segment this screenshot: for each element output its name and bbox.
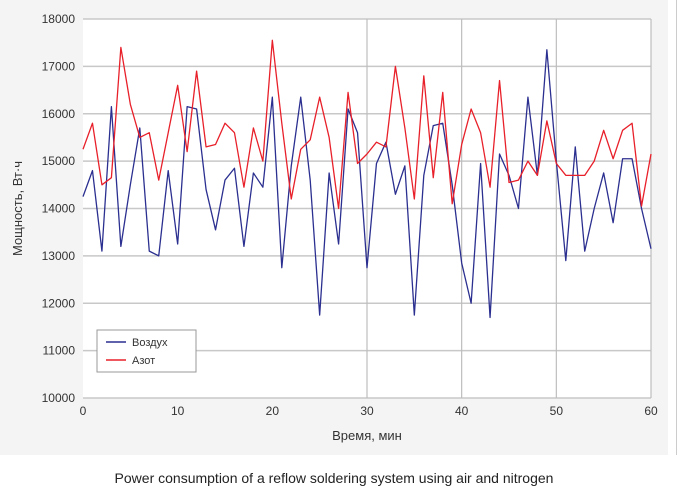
y-tick-label: 15000 (42, 154, 76, 168)
y-tick-label: 18000 (42, 12, 76, 26)
line-chart: 10000 11000 12000 13000 14000 15000 16000 17000… (10, 12, 658, 443)
legend (96, 329, 197, 373)
y-tick-label: 12000 (42, 296, 76, 310)
y-tick-label: 17000 (42, 59, 76, 73)
y-tick-label: 11000 (43, 344, 76, 358)
y-tick-label: 14000 (42, 202, 76, 216)
x-axis-label: Время, мин (332, 428, 402, 443)
y-tick-label: 13000 (42, 249, 76, 263)
y-tick-label: 16000 (42, 107, 76, 121)
x-tick-label: 30 (360, 404, 374, 418)
x-tick-label: 60 (644, 404, 658, 418)
x-tick-label: 10 (171, 404, 185, 418)
y-tick-label: 10000 (42, 391, 76, 405)
x-tick-label: 20 (266, 404, 280, 418)
x-tick-label: 50 (550, 404, 564, 418)
x-tick-label: 40 (455, 404, 469, 418)
legend-label: Азот (132, 355, 155, 367)
y-axis-label: Мощность, Вт·ч (10, 161, 25, 256)
series-line-nitrogen (82, 39, 652, 210)
figure-caption: Power consumption of a reflow soldering … (114, 470, 554, 486)
divider (676, 0, 677, 455)
x-tick-label: 0 (80, 404, 87, 418)
legend-label: Воздух (132, 337, 168, 349)
